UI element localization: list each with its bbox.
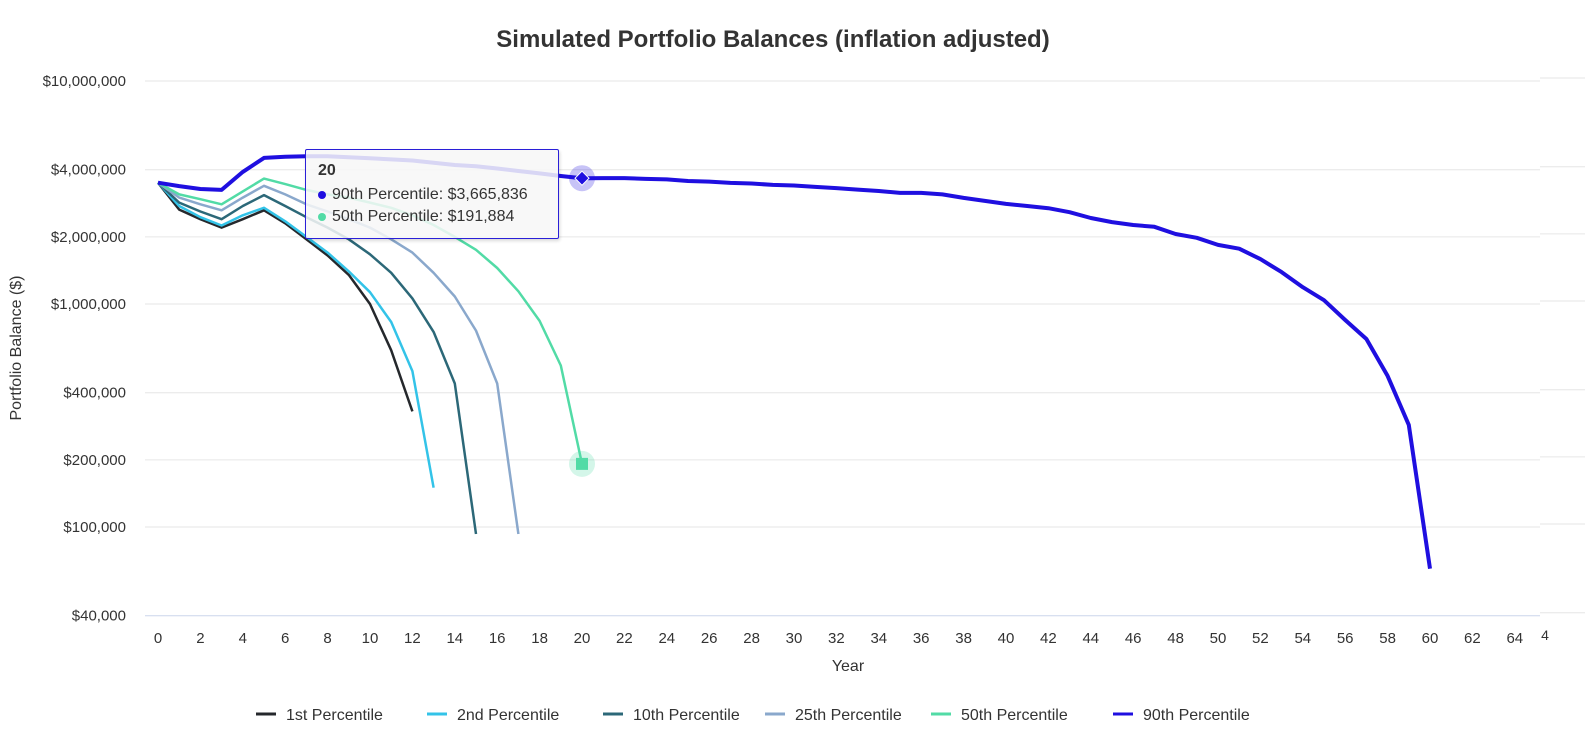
x-tick-label: 56 <box>1337 630 1354 647</box>
tooltip-row-90th: 90th Percentile: $3,665,836 <box>318 184 546 206</box>
x-tick-label: 16 <box>489 630 506 647</box>
x-tick-label: 58 <box>1379 630 1396 647</box>
y-tick-label: $100,000 <box>63 519 126 536</box>
x-tick-label: 64 <box>1506 630 1523 647</box>
x-tick-label-fragment: 4 <box>1541 627 1549 643</box>
x-tick-label: 12 <box>404 630 421 647</box>
y-tick-label: $2,000,000 <box>51 229 126 246</box>
x-tick-label: 20 <box>574 630 591 647</box>
x-tick-label: 18 <box>531 630 548 647</box>
tooltip: 20 90th Percentile: $3,665,836 50th Perc… <box>305 149 559 239</box>
chart-title: Simulated Portfolio Balances (inflation … <box>496 26 1049 53</box>
legend-label: 50th Percentile <box>961 707 1068 724</box>
series-line-1st <box>157 181 414 412</box>
legend-label: 2nd Percentile <box>457 707 559 724</box>
x-tick-label: 38 <box>955 630 972 647</box>
y-tick-label: $10,000,000 <box>43 73 126 90</box>
x-tick-label: 14 <box>446 630 463 647</box>
diamond-marker-icon <box>574 170 590 186</box>
x-tick-label: 26 <box>701 630 718 647</box>
x-tick-label: 30 <box>786 630 803 647</box>
legend-label: 1st Percentile <box>286 707 383 724</box>
legend-item-25th[interactable]: 25th Percentile <box>765 707 902 724</box>
tooltip-row-label: 90th Percentile: $3,665,836 <box>332 186 528 203</box>
x-tick-label: 40 <box>998 630 1015 647</box>
series-line-2nd <box>157 181 435 488</box>
y-axis-label: Portfolio Balance ($) <box>8 276 25 421</box>
legend-item-1st[interactable]: 1st Percentile <box>256 707 383 724</box>
x-tick-label: 34 <box>870 630 887 647</box>
x-tick-label: 0 <box>154 630 162 647</box>
x-tick-label: 52 <box>1252 630 1269 647</box>
x-tick-label: 8 <box>323 630 331 647</box>
x-tick-label: 4 <box>239 630 247 647</box>
square-marker-icon <box>576 457 588 470</box>
x-tick-label: 24 <box>658 630 675 647</box>
legend-label: 90th Percentile <box>1143 707 1250 724</box>
x-tick-label: 54 <box>1294 630 1311 647</box>
x-tick-label: 32 <box>828 630 845 647</box>
series-dot-icon <box>318 212 326 221</box>
x-tick-label: 2 <box>196 630 204 647</box>
tooltip-row-50th: 50th Percentile: $191,884 <box>318 206 546 228</box>
y-tick-label: $4,000,000 <box>51 162 126 179</box>
legend-item-10th[interactable]: 10th Percentile <box>603 707 740 724</box>
x-tick-label: 36 <box>913 630 930 647</box>
x-tick-label: 28 <box>743 630 760 647</box>
legend-item-50th[interactable]: 50th Percentile <box>931 707 1068 724</box>
x-tick-label: 6 <box>281 630 289 647</box>
x-tick-label: 60 <box>1422 630 1439 647</box>
x-tick-label: 50 <box>1210 630 1227 647</box>
x-tick-label: 42 <box>1040 630 1057 647</box>
tooltip-title: 20 <box>318 162 336 179</box>
x-tick-label: 22 <box>616 630 633 647</box>
legend-label: 10th Percentile <box>633 707 740 724</box>
legend-label: 25th Percentile <box>795 707 902 724</box>
x-tick-label: 62 <box>1464 630 1481 647</box>
y-tick-label: $400,000 <box>63 385 126 402</box>
y-tick-label: $40,000 <box>72 608 126 625</box>
x-tick-label: 10 <box>362 630 379 647</box>
x-tick-label: 46 <box>1125 630 1142 647</box>
series-dot-icon <box>318 190 326 199</box>
tooltip-row-label: 50th Percentile: $191,884 <box>332 208 515 225</box>
y-tick-label: $1,000,000 <box>51 296 126 313</box>
legend-item-2nd[interactable]: 2nd Percentile <box>427 707 559 724</box>
x-tick-label: 48 <box>1167 630 1184 647</box>
x-axis-label: Year <box>832 658 865 675</box>
x-tick-label: 44 <box>1082 630 1099 647</box>
y-tick-label: $200,000 <box>63 452 126 469</box>
legend-item-90th[interactable]: 90th Percentile <box>1113 707 1250 724</box>
